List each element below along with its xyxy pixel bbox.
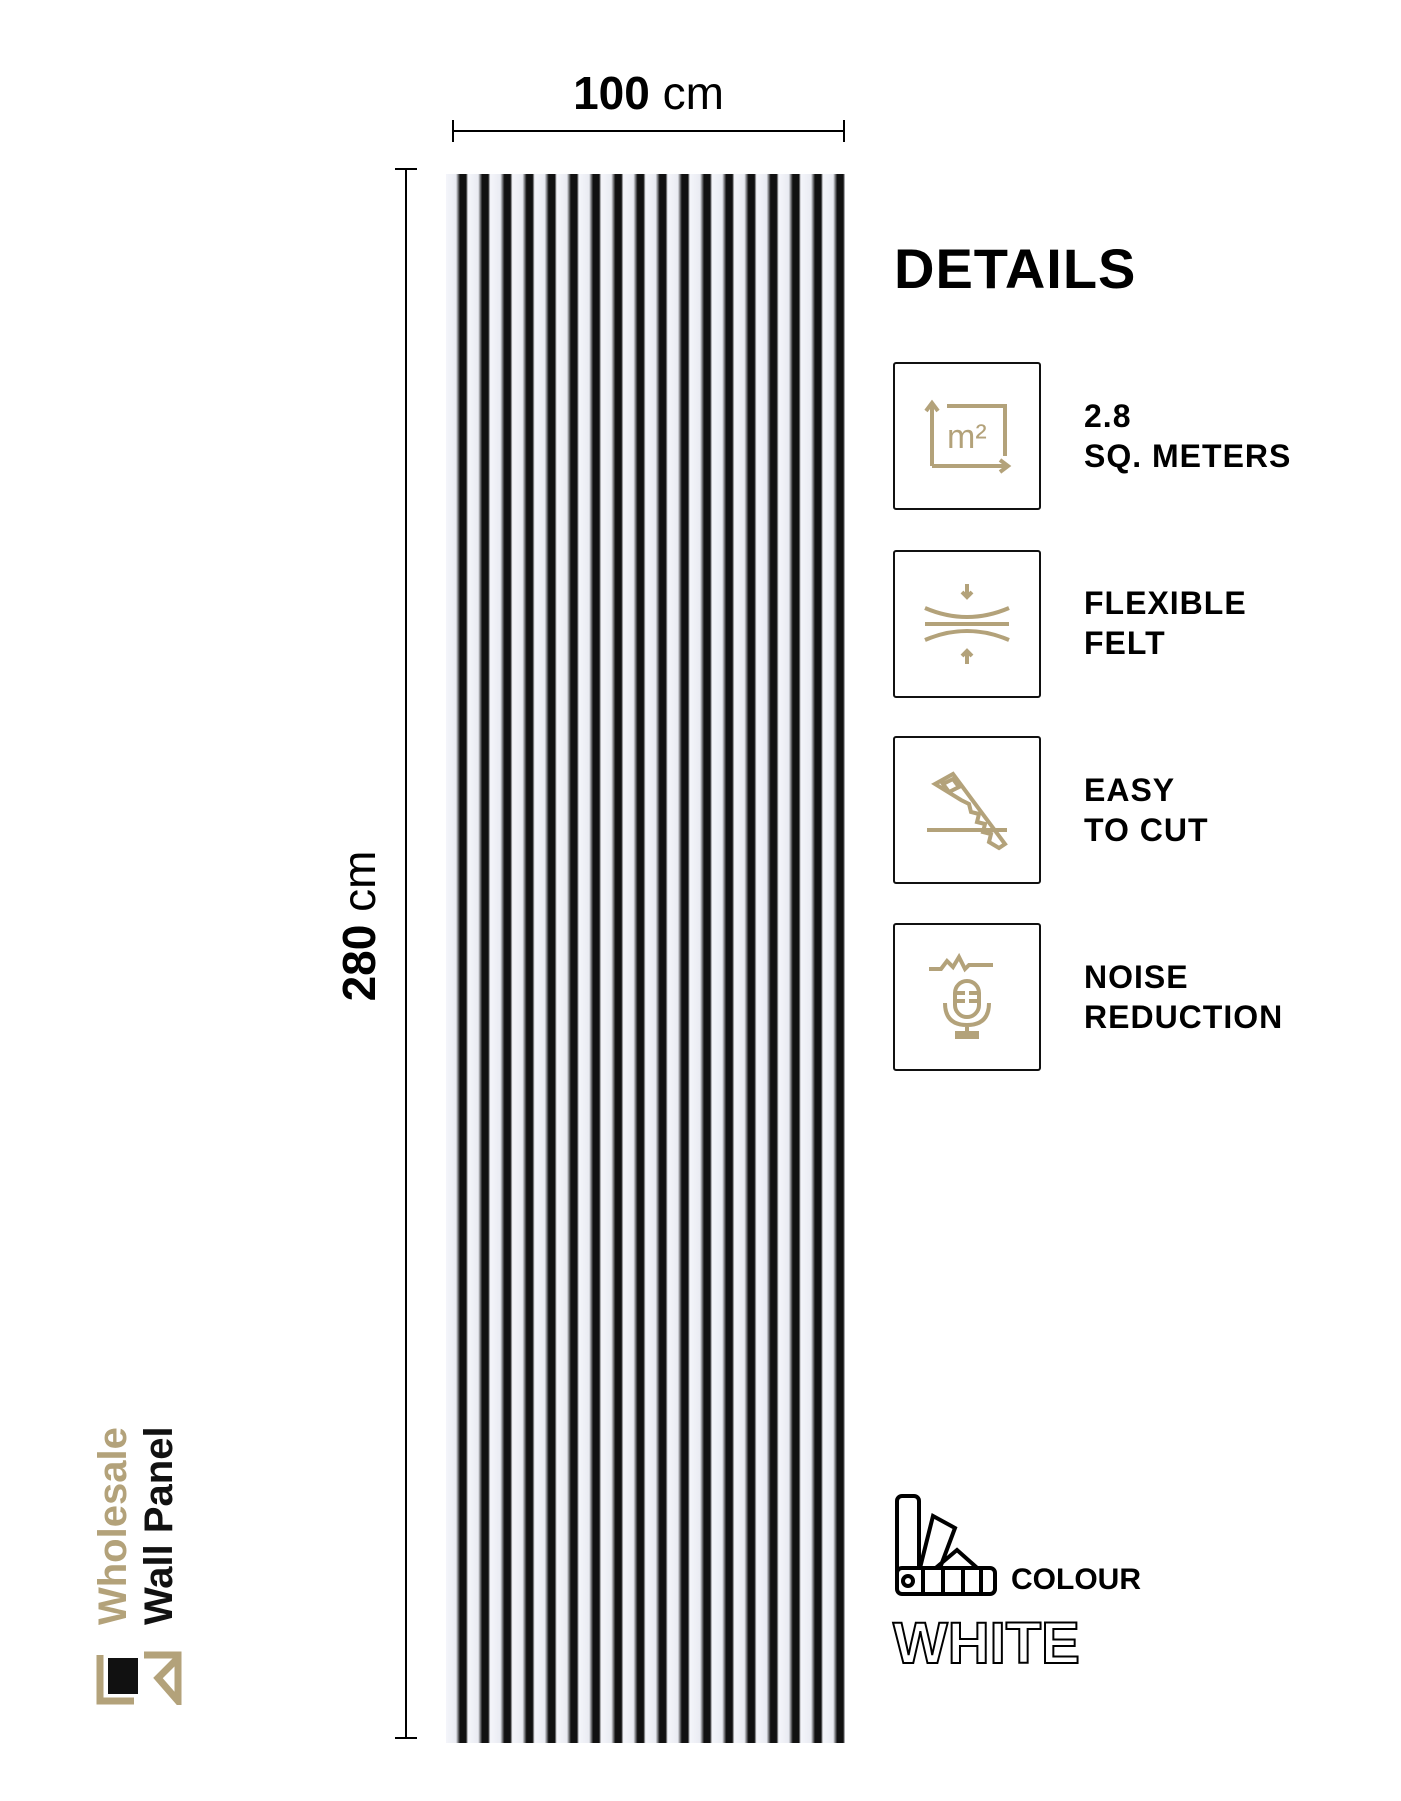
width-value: 100 xyxy=(573,67,650,119)
svg-text:m²: m² xyxy=(947,418,987,456)
feature-text-cut: EASY TO CUT xyxy=(1084,770,1209,850)
feature-box-noise xyxy=(893,923,1041,1071)
feature-text-noise: NOISE REDUCTION xyxy=(1084,957,1283,1037)
slat-panel-image xyxy=(446,174,845,1743)
feature-box-flexible xyxy=(893,550,1041,698)
brand-line2: Wall Panel xyxy=(137,1426,181,1625)
colour-label: COLOUR xyxy=(1011,1563,1141,1596)
feature-text-area: 2.8 SQ. METERS xyxy=(1084,396,1291,476)
brand-line1: Wholesale xyxy=(96,1427,135,1625)
flexible-compress-icon xyxy=(924,584,1010,664)
width-dimension-label: 100 cm xyxy=(452,66,845,120)
height-unit: cm xyxy=(333,850,385,912)
saw-icon xyxy=(927,771,1008,851)
colour-swatch-icon xyxy=(895,1494,997,1596)
height-value: 280 xyxy=(333,924,385,1002)
feature-line: TO CUT xyxy=(1084,812,1209,848)
feature-line: REDUCTION xyxy=(1084,999,1284,1035)
feature-line: FLEXIBLE xyxy=(1084,585,1247,621)
area-m2-icon: m² xyxy=(924,399,1012,474)
feature-line: EASY xyxy=(1084,772,1176,808)
brand-logo: Wholesale Wall Panel xyxy=(96,1426,182,1705)
colour-value: WHITE xyxy=(892,1610,1081,1677)
microphone-noise-icon xyxy=(929,952,993,1039)
feature-line: 2.8 xyxy=(1084,398,1132,434)
feature-line: SQ. METERS xyxy=(1084,438,1292,474)
height-dimension-line xyxy=(395,168,417,1739)
feature-box-cut xyxy=(893,736,1041,884)
feature-box-area: m² xyxy=(893,362,1041,510)
width-unit: cm xyxy=(662,67,724,119)
height-dimension-label: 280 cm xyxy=(332,851,386,1002)
width-dimension-line xyxy=(452,120,845,142)
feature-line: FELT xyxy=(1084,625,1166,661)
feature-line: NOISE xyxy=(1084,959,1189,995)
brand-mark-icon xyxy=(96,1651,182,1705)
details-title: DETAILS xyxy=(894,237,1137,300)
feature-text-flexible: FLEXIBLE FELT xyxy=(1084,583,1247,663)
